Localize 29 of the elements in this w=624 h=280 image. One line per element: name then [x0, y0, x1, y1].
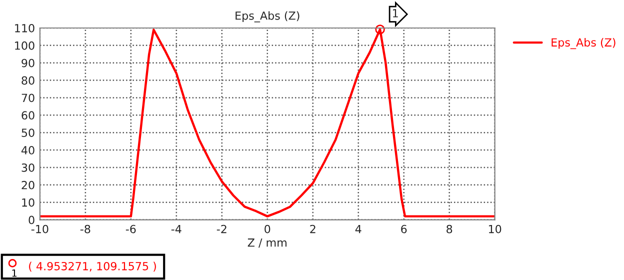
y-tick-label: 50 — [22, 128, 34, 137]
x-tick-label: 4 — [355, 225, 362, 234]
x-tick-label: -4 — [171, 225, 182, 234]
text: 1 — [12, 270, 17, 277]
x-tick-label: -8 — [80, 224, 90, 234]
x-tick-label: 10 — [488, 224, 502, 234]
x-tick-label: -6 — [126, 224, 136, 234]
annotation: 1 — [393, 9, 398, 18]
y-tick-label: 80 — [22, 76, 34, 85]
y-tick-label: 70 — [22, 94, 34, 102]
chart-title: Eps_Abs (Z) — [236, 11, 300, 22]
x-tick-label: 6 — [401, 224, 407, 234]
x-axis-title: Z / mm — [248, 238, 286, 248]
x-tick-label: 0 — [264, 224, 270, 234]
x-tick-label: 2 — [310, 224, 316, 234]
y-tick-label: 30 — [22, 163, 34, 172]
y-tick-label: 0 — [28, 216, 34, 224]
y-tick-label: 100 — [15, 41, 34, 50]
y-tick-label: 20 — [22, 180, 34, 190]
x-tick-label: -2 — [216, 224, 226, 234]
x-tick-label: 8 — [446, 224, 452, 234]
y-tick-label: 10 — [22, 198, 34, 207]
y-tick-label: 110 — [15, 24, 34, 32]
y-tick-label: 40 — [21, 146, 34, 154]
x-tick-label: -10 — [31, 224, 48, 234]
y-tick-label: 60 — [22, 111, 34, 120]
legend-label: Eps_Abs (Z) — [552, 38, 616, 50]
y-tick-label: 90 — [22, 58, 34, 68]
text: ( 4.953271, 109.1575 ) — [29, 262, 156, 272]
